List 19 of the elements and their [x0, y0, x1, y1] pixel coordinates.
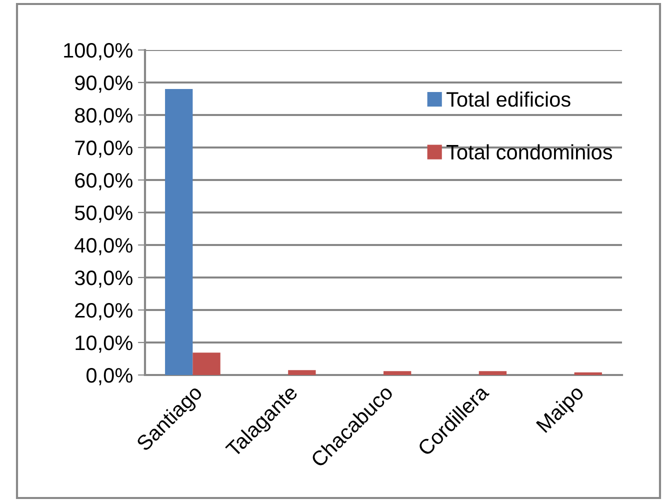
y-tick-label: 100,0% [64, 43, 132, 60]
y-tick-label: 50,0% [74, 206, 132, 223]
bar [478, 371, 507, 375]
bar [165, 89, 193, 375]
bar [384, 371, 412, 375]
y-tick-label: 60,0% [75, 173, 132, 190]
y-tick-label: 10,0% [76, 336, 132, 353]
bar [192, 352, 220, 375]
y-tick-label: 40,0% [74, 238, 132, 256]
legend-label: Total edificios [446, 92, 570, 107]
y-tick-label: 20,0% [75, 303, 132, 320]
y-tick-label: 30,0% [74, 270, 132, 288]
y-tick-label: 90,0% [75, 76, 132, 93]
y-tick-label: 0,0% [86, 368, 132, 386]
bar [574, 372, 602, 375]
legend-label: Total condominios [446, 144, 612, 160]
y-tick-label: 80,0% [75, 108, 132, 126]
bar [288, 370, 316, 375]
y-tick-label: 70,0% [75, 140, 132, 158]
